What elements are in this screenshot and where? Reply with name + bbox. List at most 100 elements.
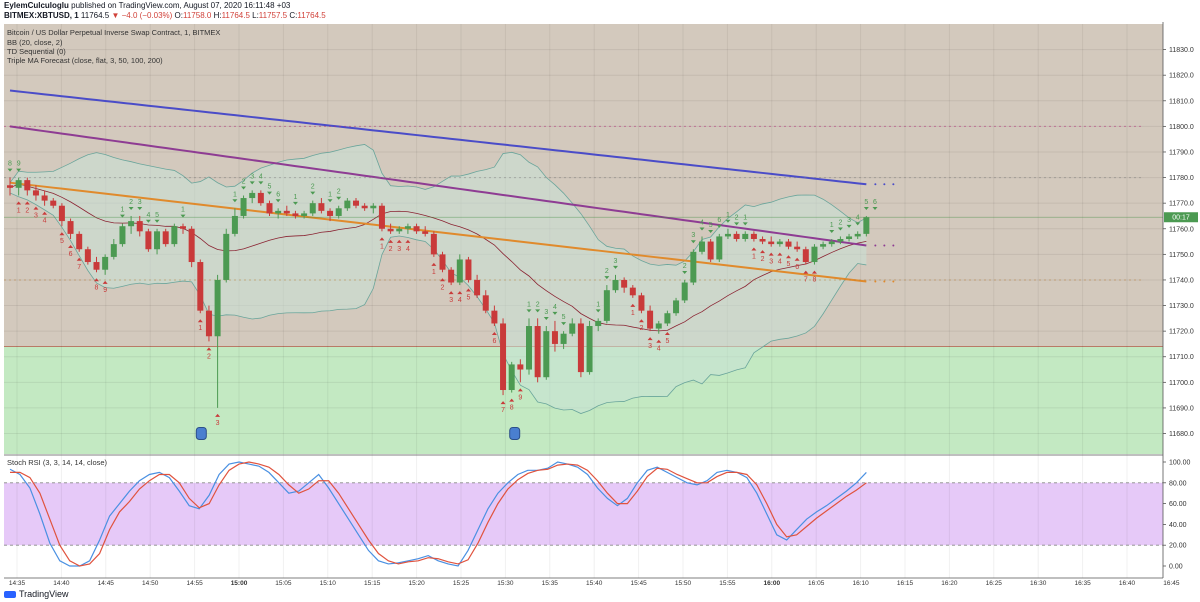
td-sell-count: 1 — [596, 301, 600, 308]
candle — [638, 295, 645, 311]
td-buy-arrow — [440, 278, 445, 282]
td-buy-count: 1 — [752, 254, 756, 261]
candle — [145, 231, 152, 250]
td-sell-arrow — [258, 181, 264, 185]
rsi-tick-label: 20.00 — [1169, 543, 1187, 550]
td-buy-count: 4 — [458, 297, 462, 304]
price-tick-label: 11800.0 — [1169, 124, 1194, 131]
td-buy-count: 1 — [380, 243, 384, 250]
ma-forecast-dot — [874, 183, 877, 186]
ma-forecast-dot — [892, 244, 895, 247]
moving-averages — [4, 89, 1163, 283]
td-buy-arrow — [638, 319, 644, 323]
rsi-legend: Stoch RSI (3, 3, 14, 14, close) — [7, 458, 108, 467]
td-sell-count: 5 — [268, 184, 272, 191]
candle — [837, 239, 844, 242]
ma-forecast-dot — [883, 280, 886, 283]
td-buy-count: 2 — [389, 246, 393, 253]
candle — [802, 249, 809, 263]
time-tick-label: 16:25 — [986, 580, 1003, 586]
td-sell-count: 2 — [683, 263, 687, 270]
tradingview-logo[interactable]: TradingView — [4, 589, 69, 599]
low-label: L: — [252, 11, 259, 20]
td-buy-arrow — [811, 270, 817, 274]
td-buy-arrow — [42, 211, 48, 215]
candle — [387, 228, 394, 232]
td-sell-count: 1 — [830, 222, 834, 229]
td-buy-arrow — [16, 201, 22, 205]
candle — [785, 241, 792, 247]
td-sell-count: 2 — [311, 184, 315, 191]
td-buy-arrow — [457, 291, 463, 295]
candle — [93, 262, 100, 270]
td-sell-arrow — [128, 206, 134, 210]
td-buy-arrow — [24, 201, 30, 205]
candle — [707, 241, 714, 260]
td-sell-count: 3 — [138, 199, 142, 206]
td-sell-arrow — [604, 276, 610, 280]
candle — [724, 233, 731, 237]
td-sell-count: 4 — [259, 173, 263, 180]
td-buy-count: 3 — [397, 246, 401, 253]
ma-forecast-dot — [883, 244, 886, 247]
td-sell-count: 1 — [328, 191, 332, 198]
td-sell-arrow — [863, 206, 869, 210]
candle — [543, 331, 550, 378]
publisher-name[interactable]: EylemCulculoglu — [4, 1, 69, 10]
time-tick-label: 16:45 — [1163, 580, 1180, 586]
legend-bb: BB (20, close, 2) — [7, 38, 63, 47]
td-sell-arrow — [543, 317, 549, 321]
stoch-rsi-pane — [9, 461, 867, 567]
price-change: ▼ −4.0 (−0.03%) — [111, 11, 173, 20]
td-buy-arrow — [396, 239, 402, 243]
candle — [223, 233, 230, 280]
candle — [154, 231, 161, 250]
td-buy-count: 2 — [25, 207, 29, 214]
td-sell-arrow — [734, 222, 740, 226]
candle — [283, 210, 290, 214]
candle — [863, 217, 870, 234]
td-sell-count: 1 — [293, 194, 297, 201]
candle — [309, 203, 316, 214]
candle — [776, 241, 783, 245]
candle — [586, 326, 593, 373]
bollinger-bands — [9, 144, 867, 414]
td-buy-count: 1 — [17, 207, 21, 214]
time-tick-label: 14:45 — [98, 580, 115, 586]
time-tick-label: 16:30 — [1030, 580, 1047, 586]
candle — [205, 310, 212, 337]
bollinger-lower — [9, 192, 867, 414]
td-sell-count: 1 — [120, 207, 124, 214]
td-sell-count: 3 — [614, 258, 618, 265]
td-sell-arrow — [846, 224, 852, 228]
candle — [32, 190, 39, 196]
time-tick-label: 14:40 — [53, 580, 70, 586]
rsi-tick-label: 60.00 — [1169, 501, 1187, 508]
price-tick-label: 11810.0 — [1169, 98, 1194, 105]
ma-forecast-dot — [874, 244, 877, 247]
td-sell-arrow — [292, 201, 298, 205]
td-sell-count: 4 — [553, 304, 557, 311]
candle — [699, 241, 705, 252]
candle — [655, 323, 662, 329]
price-tick-label: 11790.0 — [1169, 149, 1194, 156]
candle — [465, 259, 472, 280]
candle — [491, 310, 498, 324]
candle — [621, 279, 628, 288]
candle — [560, 333, 567, 344]
td-sell-arrow — [716, 224, 722, 228]
bollinger-fill — [10, 144, 867, 414]
candle — [240, 198, 247, 216]
candle — [180, 226, 186, 229]
td-buy-arrow — [448, 291, 454, 295]
td-sell-arrow — [552, 311, 558, 315]
candle — [50, 200, 57, 206]
candle — [162, 231, 169, 245]
td-sell-count: 6 — [873, 199, 877, 206]
candle — [828, 241, 835, 245]
time-tick-label: 14:50 — [142, 580, 159, 586]
td-buy-count: 1 — [432, 269, 436, 276]
